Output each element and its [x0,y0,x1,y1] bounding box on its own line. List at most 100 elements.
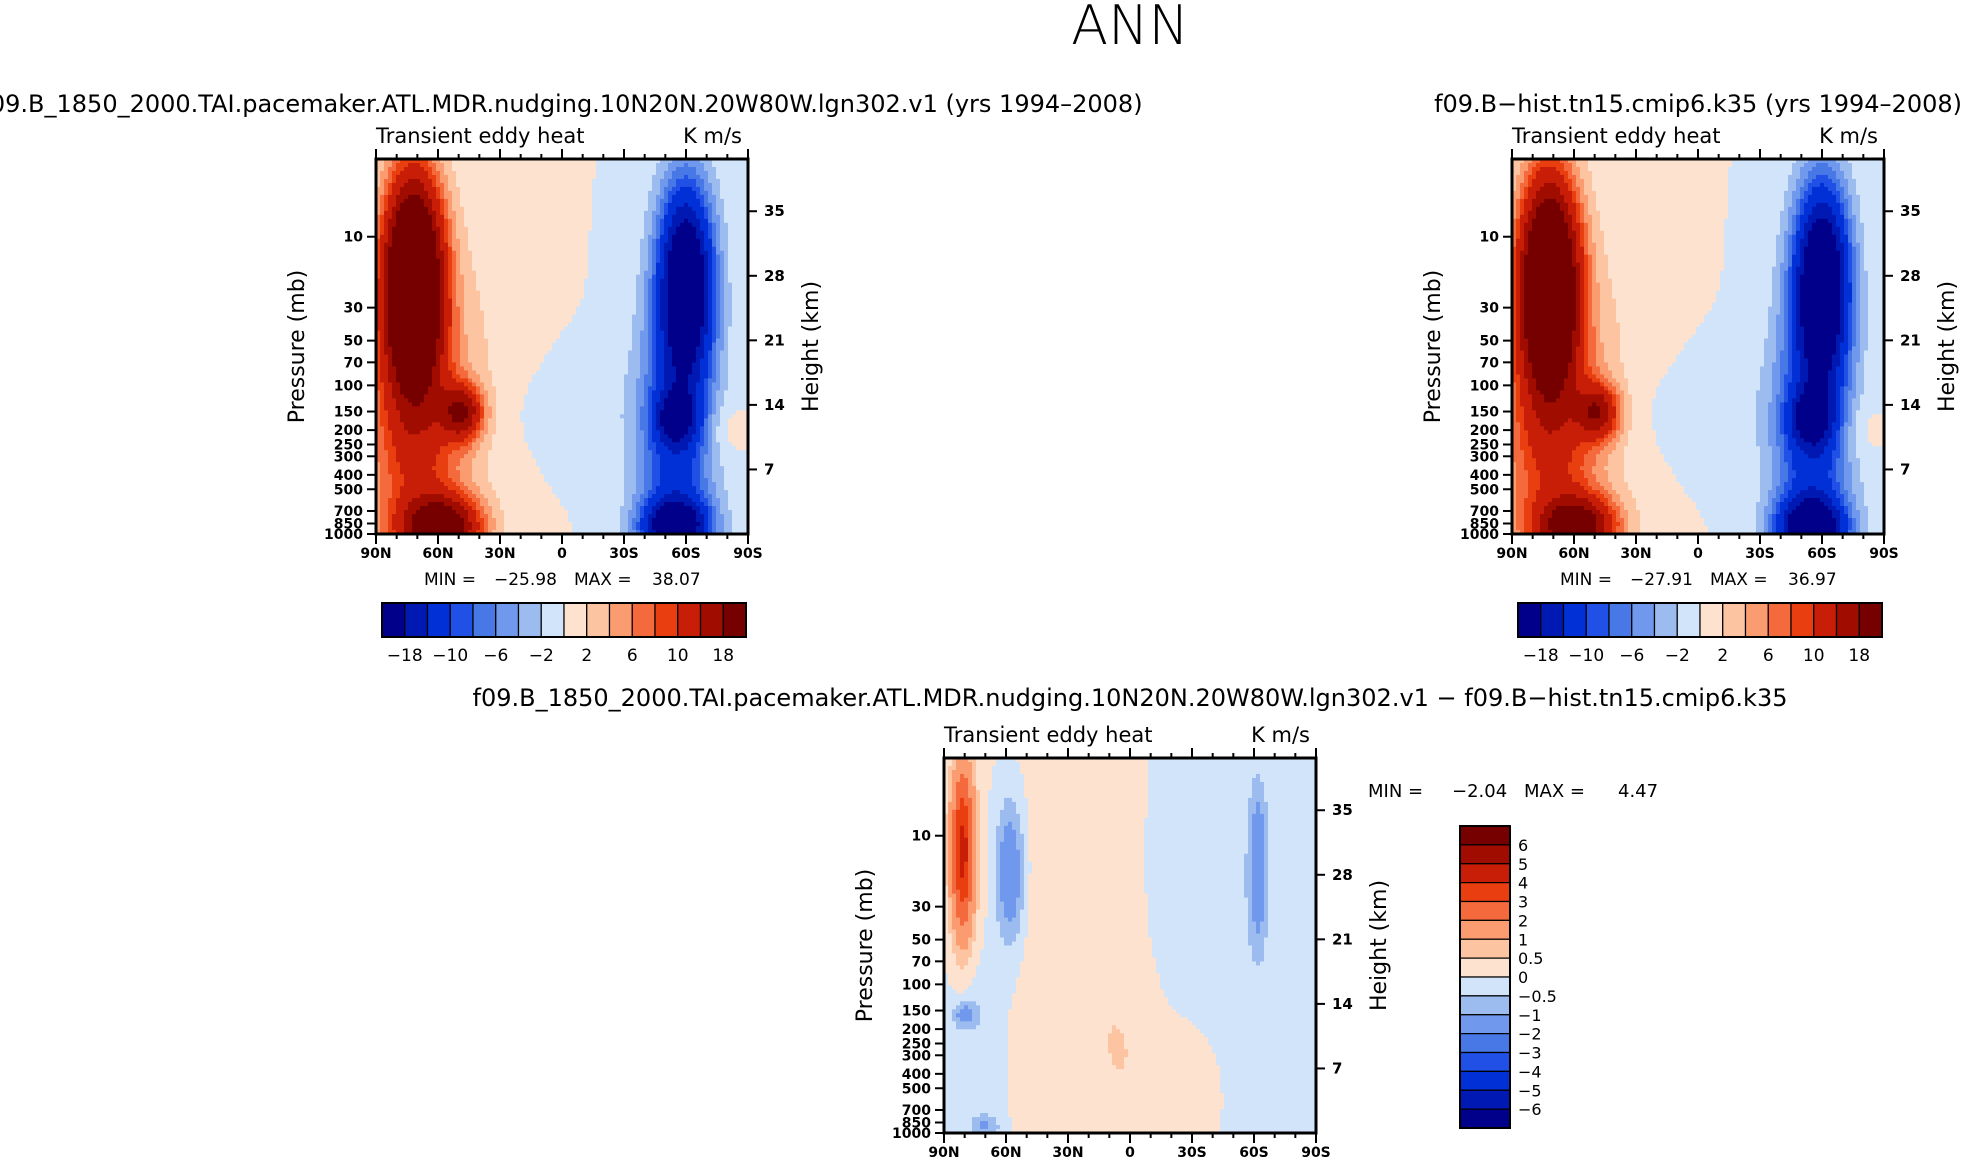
contour-cell [700,182,705,188]
contour-cell [652,366,657,372]
contour-cell [388,262,393,268]
contour-cell [636,242,641,248]
contour-cell [444,250,449,256]
contour-cell [568,278,573,284]
contour-cell [524,358,529,364]
contour-cell [640,254,645,260]
contour-cell [568,326,573,332]
contour-cell [428,266,433,272]
contour-cell [628,210,633,216]
contour-cell [564,178,569,184]
contour-cell [556,206,561,212]
contour-cell [472,230,477,236]
contour-cell [552,190,557,196]
contour-cell [452,302,457,308]
contour-cell [640,270,645,276]
contour-cell [532,298,537,304]
contour-cell [452,298,457,304]
contour-cell [504,190,509,196]
contour-cell [560,262,565,268]
contour-cell [592,306,597,312]
contour-cell [724,234,729,240]
contour-cell [504,290,509,296]
contour-cell [532,170,537,176]
contour-cell [620,294,625,300]
contour-cell [632,230,637,236]
contour-cell [652,290,657,296]
contour-cell [392,170,397,176]
contour-cell [448,230,453,236]
contour-cell [524,206,529,212]
contour-cell [728,214,733,220]
contour-cell [744,350,748,356]
contour-cell [628,294,633,300]
contour-cell [384,346,389,352]
contour-cell [636,362,641,368]
contour-cell [644,350,649,356]
contour-cell [492,222,497,228]
contour-cell [744,354,748,360]
contour-cell [692,166,697,172]
contour-cell [392,190,397,196]
contour-cell [608,170,613,176]
contour-cell [504,318,509,324]
contour-cell [664,306,669,312]
contour-cell [628,238,633,244]
contour-cell [388,322,393,328]
contour-cell [432,310,437,316]
contour-cell [608,194,613,200]
contour-cell [464,262,469,268]
contour-cell [468,266,473,272]
contour-cell [468,159,473,164]
contour-cell [424,338,429,344]
contour-cell [460,370,465,376]
contour-cell [644,306,649,312]
contour-cell [516,258,521,264]
contour-cell [584,350,589,356]
contour-cell [472,270,477,276]
contour-cell [396,318,401,324]
contour-cell [404,370,409,376]
contour-cell [388,246,393,252]
contour-cell [384,198,389,204]
contour-cell [536,330,541,336]
contour-cell [508,338,513,344]
contour-cell [672,270,677,276]
contour-cell [436,198,441,204]
contour-cell [508,322,513,328]
contour-cell [688,190,693,196]
contour-cell [480,270,485,276]
contour-cell [556,290,561,296]
contour-cell [548,338,553,344]
contour-cell [632,194,637,200]
contour-cell [608,230,613,236]
contour-cell [484,162,489,168]
contour-cell [388,282,393,288]
contour-cell [440,338,445,344]
contour-cell [692,218,697,224]
contour-cell [400,262,405,268]
contour-cell [720,350,725,356]
contour-cell [580,186,585,192]
contour-cell [668,230,673,236]
contour-cell [384,330,389,336]
contour-cell [680,210,685,216]
contour-cell [544,222,549,228]
contour-field [376,159,748,534]
contour-cell [680,314,685,320]
contour-cell [728,206,733,212]
contour-cell [480,162,485,168]
contour-cell [584,206,589,212]
contour-cell [444,202,449,208]
contour-cell [412,278,417,284]
contour-cell [712,330,717,336]
contour-cell [668,210,673,216]
contour-cell [512,294,517,300]
contour-cell [468,178,473,184]
contour-cell [668,318,673,324]
contour-cell [616,294,621,300]
contour-cell [644,274,649,280]
contour-cell [528,370,533,376]
contour-cell [572,310,577,316]
contour-cell [744,238,748,244]
